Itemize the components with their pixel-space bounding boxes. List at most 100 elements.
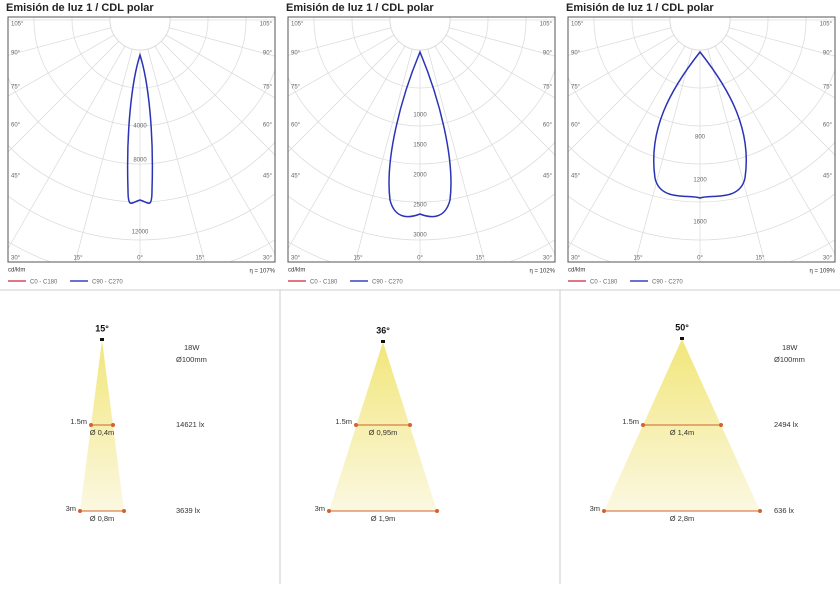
diameter-label: Ø 0,8m bbox=[90, 514, 115, 523]
grid-spoke bbox=[445, 34, 555, 99]
distance-label: 1.5m bbox=[70, 417, 87, 426]
angle-label: 15° bbox=[755, 256, 765, 262]
polar-frame bbox=[287, 16, 556, 263]
angle-label: 75° bbox=[11, 85, 21, 91]
illuminance: 14621 lx bbox=[176, 420, 205, 429]
angle-label: 90° bbox=[291, 51, 301, 57]
angle-label: 90° bbox=[543, 51, 553, 57]
grid-spoke bbox=[568, 40, 680, 153]
angle-label: 105° bbox=[820, 22, 833, 28]
diameter-dot bbox=[435, 509, 439, 513]
angle-label: 45° bbox=[571, 174, 581, 180]
diameter-dot bbox=[354, 423, 358, 427]
grid-spoke bbox=[729, 0, 840, 12]
angle-label: 45° bbox=[543, 174, 553, 180]
legend-label: C90 - C270 bbox=[92, 280, 123, 286]
grid-spoke bbox=[568, 27, 672, 56]
angle-label: 0° bbox=[417, 256, 423, 262]
grid-spoke bbox=[8, 40, 120, 153]
angle-label: 45° bbox=[823, 174, 833, 180]
angle-label: 60° bbox=[823, 123, 833, 129]
grid-ring bbox=[404, 0, 840, 316]
distance-label: 3m bbox=[66, 504, 76, 513]
diameter-dot bbox=[719, 423, 723, 427]
diameter-dot bbox=[111, 423, 115, 427]
angle-label: 30° bbox=[11, 256, 21, 262]
intensity-label: 4000 bbox=[133, 124, 147, 130]
intensity-label: 1000 bbox=[413, 113, 427, 119]
grid-spoke bbox=[725, 34, 835, 99]
angle-label: 105° bbox=[571, 22, 584, 28]
panel-title: Emisión de luz 1 / CDL polar bbox=[286, 2, 434, 14]
angle-label: 30° bbox=[263, 256, 273, 262]
unit-label: cd/klm bbox=[8, 268, 25, 274]
polar-frame bbox=[7, 16, 276, 263]
grid-spoke bbox=[634, 48, 693, 262]
angle-label: 75° bbox=[823, 85, 833, 91]
angle-label: 0° bbox=[137, 256, 143, 262]
polar-grid bbox=[404, 0, 840, 316]
angle-label: 75° bbox=[571, 85, 581, 91]
legend-label: C0 - C180 bbox=[30, 280, 58, 286]
angle-label: 75° bbox=[291, 85, 301, 91]
grid-spoke bbox=[728, 27, 835, 57]
grid-spoke bbox=[434, 45, 555, 255]
angle-label: 45° bbox=[11, 174, 21, 180]
angle-label: 30° bbox=[543, 256, 553, 262]
grid-spoke bbox=[160, 40, 275, 156]
angle-label: 90° bbox=[263, 51, 273, 57]
intensity-label: 8000 bbox=[133, 158, 147, 164]
grid-spoke bbox=[8, 27, 112, 56]
grid-spoke bbox=[568, 45, 686, 250]
angle-label: 60° bbox=[571, 123, 581, 129]
angle-label: 15° bbox=[633, 256, 643, 262]
grid-ring bbox=[8, 193, 275, 241]
diameter-dot bbox=[408, 423, 412, 427]
diameter-label: Ø 2,8m bbox=[670, 514, 695, 523]
beam-angle: 50° bbox=[675, 322, 689, 332]
distance-label: 3m bbox=[590, 504, 600, 513]
illuminance: 636 lx bbox=[774, 506, 794, 515]
legend-label: C0 - C180 bbox=[590, 280, 618, 286]
grid-spoke bbox=[165, 34, 275, 99]
beam-cone bbox=[329, 342, 437, 511]
polar-grid bbox=[0, 0, 436, 316]
grid-spoke bbox=[448, 27, 555, 57]
grid-ring bbox=[0, 0, 436, 316]
illuminance: 3639 lx bbox=[176, 506, 200, 515]
efficiency: η = 109% bbox=[809, 269, 835, 275]
legend-label: C0 - C180 bbox=[310, 280, 338, 286]
diameter-dot bbox=[641, 423, 645, 427]
angle-label: 30° bbox=[823, 256, 833, 262]
center-disc bbox=[389, 17, 451, 51]
distance-label: 1.5m bbox=[622, 417, 639, 426]
intensity-label: 1200 bbox=[693, 178, 707, 184]
diameter-label: Ø 1,9m bbox=[371, 514, 396, 523]
power: 18W bbox=[782, 343, 798, 352]
angle-label: 30° bbox=[571, 256, 581, 262]
legend-label: C90 - C270 bbox=[372, 280, 403, 286]
grid-spoke bbox=[440, 40, 555, 156]
angle-label: 30° bbox=[291, 256, 301, 262]
grid-spoke bbox=[288, 27, 392, 56]
angle-label: 105° bbox=[540, 22, 553, 28]
grid-spoke bbox=[427, 48, 486, 262]
diameter-label: Ø 0,95m bbox=[369, 428, 398, 437]
angle-label: 15° bbox=[195, 256, 205, 262]
angle-label: 15° bbox=[73, 256, 83, 262]
distribution-curve bbox=[388, 50, 452, 218]
angle-label: 15° bbox=[353, 256, 363, 262]
angle-label: 75° bbox=[543, 85, 553, 91]
power: 18W bbox=[184, 343, 200, 352]
polar-grid bbox=[288, 17, 555, 262]
intensity-label: 3000 bbox=[413, 233, 427, 239]
panel-title: Emisión de luz 1 / CDL polar bbox=[566, 2, 714, 14]
diameter-dot bbox=[602, 509, 606, 513]
grid-spoke bbox=[288, 34, 395, 97]
center-disc bbox=[109, 17, 171, 51]
angle-label: 90° bbox=[823, 51, 833, 57]
intensity-label: 800 bbox=[695, 135, 706, 141]
panel-title: Emisión de luz 1 / CDL polar bbox=[6, 2, 154, 14]
intensity-label: 1600 bbox=[693, 220, 707, 226]
grid-spoke bbox=[168, 27, 275, 57]
